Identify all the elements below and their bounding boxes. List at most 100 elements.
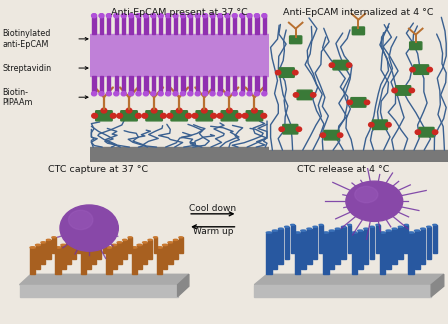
- Bar: [92, 242, 96, 264]
- Circle shape: [262, 14, 267, 18]
- Ellipse shape: [386, 230, 391, 231]
- Bar: [218, 16, 221, 34]
- FancyBboxPatch shape: [396, 86, 411, 95]
- Bar: [163, 245, 168, 269]
- Bar: [392, 229, 397, 264]
- Circle shape: [135, 113, 141, 118]
- Circle shape: [173, 14, 178, 18]
- Circle shape: [232, 92, 237, 96]
- Text: CTC capture at 37 °C: CTC capture at 37 °C: [48, 165, 149, 174]
- Circle shape: [99, 14, 104, 18]
- Bar: [196, 75, 199, 93]
- Bar: [41, 242, 46, 264]
- Bar: [174, 75, 177, 93]
- Circle shape: [167, 113, 173, 118]
- Circle shape: [91, 14, 97, 18]
- Ellipse shape: [266, 232, 272, 233]
- Bar: [154, 237, 157, 253]
- Bar: [255, 75, 258, 93]
- Circle shape: [217, 113, 223, 118]
- Circle shape: [409, 88, 414, 93]
- Bar: [427, 227, 431, 259]
- Bar: [148, 240, 152, 259]
- Circle shape: [432, 130, 438, 134]
- Bar: [47, 240, 51, 259]
- Circle shape: [106, 92, 112, 96]
- Bar: [92, 75, 96, 93]
- Bar: [179, 237, 183, 253]
- Circle shape: [114, 92, 119, 96]
- Circle shape: [136, 92, 141, 96]
- Circle shape: [254, 92, 259, 96]
- Circle shape: [392, 88, 397, 93]
- Bar: [211, 16, 214, 34]
- Bar: [159, 16, 162, 34]
- Bar: [129, 75, 133, 93]
- Circle shape: [247, 14, 252, 18]
- Ellipse shape: [41, 242, 46, 243]
- Circle shape: [346, 63, 352, 67]
- Bar: [90, 147, 269, 162]
- Text: Biotinylated
anti-EpCAM: Biotinylated anti-EpCAM: [2, 29, 51, 49]
- Circle shape: [166, 14, 171, 18]
- Polygon shape: [431, 274, 444, 297]
- Ellipse shape: [358, 230, 363, 231]
- Ellipse shape: [92, 242, 96, 243]
- Text: Anti-EpCAM internalized at 4 °C: Anti-EpCAM internalized at 4 °C: [283, 8, 434, 17]
- Circle shape: [254, 14, 259, 18]
- Ellipse shape: [97, 239, 101, 240]
- Ellipse shape: [380, 232, 385, 233]
- Bar: [263, 16, 266, 34]
- Circle shape: [181, 92, 185, 96]
- Ellipse shape: [405, 224, 408, 225]
- Circle shape: [310, 93, 316, 97]
- Circle shape: [99, 92, 104, 96]
- Bar: [100, 75, 103, 93]
- Ellipse shape: [421, 228, 425, 229]
- Bar: [301, 231, 306, 269]
- Bar: [433, 225, 437, 253]
- Bar: [241, 16, 244, 34]
- Ellipse shape: [352, 232, 357, 233]
- Bar: [144, 16, 147, 34]
- FancyBboxPatch shape: [221, 111, 237, 121]
- Bar: [414, 231, 420, 269]
- Circle shape: [276, 70, 281, 75]
- Circle shape: [181, 14, 185, 18]
- Circle shape: [355, 186, 378, 203]
- Circle shape: [69, 210, 93, 230]
- Ellipse shape: [272, 230, 277, 231]
- Ellipse shape: [398, 226, 402, 227]
- Circle shape: [142, 113, 148, 118]
- Bar: [364, 229, 368, 264]
- Circle shape: [262, 92, 267, 96]
- Circle shape: [158, 92, 163, 96]
- Bar: [284, 227, 289, 259]
- Circle shape: [240, 14, 245, 18]
- Ellipse shape: [78, 237, 81, 238]
- Ellipse shape: [132, 247, 137, 248]
- Circle shape: [225, 14, 230, 18]
- Circle shape: [202, 108, 207, 113]
- Ellipse shape: [173, 239, 177, 240]
- Polygon shape: [20, 285, 177, 297]
- Ellipse shape: [35, 244, 40, 246]
- Bar: [358, 231, 363, 269]
- Circle shape: [211, 113, 216, 118]
- Bar: [370, 227, 374, 259]
- Circle shape: [369, 122, 374, 127]
- Circle shape: [101, 108, 107, 113]
- Circle shape: [114, 14, 119, 18]
- Bar: [291, 225, 294, 253]
- Bar: [30, 248, 35, 274]
- Bar: [211, 75, 214, 93]
- Text: Warm up: Warm up: [193, 227, 233, 236]
- Bar: [181, 75, 185, 93]
- Ellipse shape: [364, 228, 368, 229]
- Bar: [167, 75, 170, 93]
- Bar: [168, 242, 172, 264]
- Ellipse shape: [47, 239, 51, 240]
- Bar: [376, 225, 380, 253]
- Text: Streptavidin: Streptavidin: [2, 64, 52, 73]
- Bar: [115, 16, 118, 34]
